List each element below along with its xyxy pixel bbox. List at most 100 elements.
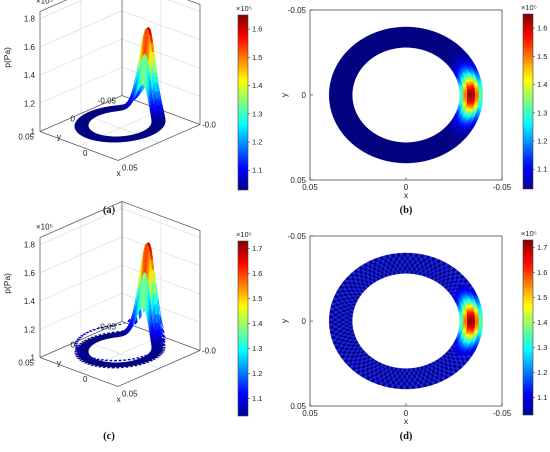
c-surface-patch	[127, 358, 131, 361]
a-x-label: x	[116, 168, 121, 178]
c-surface-patch	[161, 349, 166, 351]
d-heat-cell	[402, 385, 407, 390]
b-heat-cell	[401, 142, 405, 147]
b-heat-cell	[408, 40, 412, 45]
d-heat-cell	[400, 378, 404, 383]
d-y-tick-0: -0.05	[288, 232, 307, 241]
b-heat-cell	[463, 92, 468, 96]
b-heat-cell	[396, 158, 401, 163]
b-heat-cell	[410, 33, 415, 38]
c-surface-patch	[156, 339, 160, 343]
d-heat-cell	[348, 320, 353, 324]
a-z-tick-2: 1.4	[24, 71, 36, 80]
d-x-tick-2: -0.05	[493, 409, 512, 418]
c-surface-patch	[75, 347, 79, 350]
c-surface-patch	[102, 366, 107, 369]
d-heat-cell	[344, 320, 349, 324]
b-y-tick-1: 0	[302, 91, 307, 100]
c-surface-patch	[76, 349, 81, 352]
b-heat-cell	[405, 40, 409, 45]
a-z-label: p(Pa)	[2, 47, 12, 68]
panel-d: 0.05 0 -0.05 x -0.05 0 0.05 y ×10⁵ 1.1 1.2 1.3 1.4 1.…	[279, 229, 547, 442]
d-heat-cell	[340, 320, 345, 324]
c-surface-patch	[150, 351, 156, 354]
b-heat-cell	[408, 37, 412, 41]
d-heat-cell	[408, 381, 412, 386]
b-heat-cell	[402, 155, 407, 160]
d-heat-cell	[332, 315, 338, 319]
d-colorbar-tick-2: 1.3	[537, 343, 547, 352]
b-y-tick-2: 0.05	[290, 176, 306, 185]
d-heat-cell	[397, 378, 402, 383]
b-heat-cell	[471, 94, 476, 98]
d-heat-cell	[329, 318, 334, 322]
a-colorbar-exponent: ×10⁵	[236, 4, 252, 13]
d-y-tick-2: 0.05	[290, 402, 306, 411]
d-colorbar-tick-1: 1.2	[537, 368, 547, 377]
c-surface-patch	[95, 327, 101, 330]
d-heat-cell	[405, 375, 409, 379]
b-heat-cell	[405, 142, 409, 147]
c-surface-patch	[86, 363, 92, 365]
a-colorbar	[237, 14, 249, 191]
d-heat-cell	[403, 378, 407, 383]
c-surface-patch	[74, 346, 79, 348]
a-grid-line	[39, 10, 201, 48]
c-colorbar	[237, 240, 249, 417]
c-grid-line	[39, 321, 201, 358]
d-heat-cell	[329, 312, 334, 317]
c-z-tick-3: 1.6	[24, 269, 36, 278]
c-surface-patch	[95, 358, 101, 361]
d-heat-cell	[405, 259, 409, 264]
c-surface-patch	[158, 299, 162, 321]
b-heat-cell	[405, 155, 410, 160]
b-heat-cell	[403, 152, 407, 157]
d-heat-cell	[411, 256, 415, 261]
b-heat-cell	[402, 26, 407, 31]
a-colorbar-tick-5: 1.6	[252, 25, 262, 34]
d-heat-cell	[467, 322, 472, 326]
a-y-label: y	[57, 132, 62, 142]
c-surface-patch	[123, 322, 127, 324]
d-x-tick-1: 0	[404, 409, 409, 418]
b-heat-cell	[400, 152, 404, 157]
c-surface-patch	[145, 361, 150, 364]
d-heat-cell	[463, 322, 468, 326]
d-heat-cell	[329, 320, 334, 324]
c-surface-patch	[161, 341, 166, 343]
c-surface-patch	[161, 343, 165, 345]
b-heat-cell	[411, 30, 415, 35]
c-colorbar-exponent: ×10⁵	[236, 230, 252, 239]
b-heat-cell	[405, 159, 410, 164]
a-z-tick-0: 1	[31, 128, 36, 137]
b-heat-cell	[405, 30, 410, 35]
b-heat-cell	[340, 94, 345, 98]
d-heat-cell	[403, 371, 407, 376]
a-colorbar-tick-2: 1.3	[252, 109, 262, 118]
b-heat-cell	[400, 155, 404, 160]
d-heat-cell	[403, 259, 407, 264]
b-heat-cell	[408, 159, 413, 164]
c-surface-patch	[75, 340, 79, 343]
c-surface-patch	[154, 356, 160, 359]
c-colorbar-tick-0: 1.1	[252, 394, 262, 403]
a-colorbar-tick-0: 1.1	[252, 166, 262, 175]
b-heat-cell	[329, 94, 334, 98]
c-surface-patch	[113, 359, 117, 362]
b-heat-cell	[399, 26, 404, 31]
c-surface-patch	[82, 333, 87, 336]
b-heat-cell	[402, 159, 407, 164]
b-y-label: y	[279, 92, 289, 97]
a-grid-line	[39, 66, 201, 104]
c-surface-patch	[84, 331, 90, 334]
a-surface-patch	[116, 140, 120, 143]
d-heat-cell	[408, 263, 412, 267]
a-surface-patch	[120, 140, 124, 143]
d-heat-cell	[336, 320, 341, 324]
b-heat-cell	[400, 30, 404, 35]
c-surface-patch	[91, 357, 97, 360]
b-x-tick-1: 0	[404, 183, 409, 192]
a-surface-patch	[123, 140, 127, 143]
b-heat-cell	[332, 92, 338, 96]
b-heat-cell	[397, 155, 401, 160]
